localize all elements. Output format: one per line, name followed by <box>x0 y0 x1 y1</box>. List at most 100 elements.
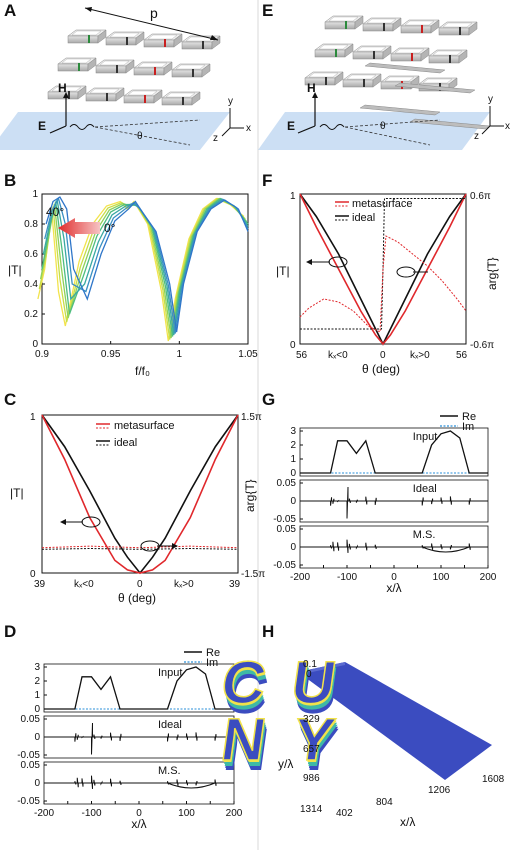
cell-front <box>352 51 384 60</box>
y-tick-0-h: 329 <box>303 714 320 725</box>
x-tick-label: 100 <box>178 808 195 819</box>
y-axis-label-b: |T| <box>8 263 22 277</box>
cuny-letter-layer: C <box>217 648 270 716</box>
x-right-c: 39 <box>229 579 241 590</box>
x-tick-0-h: 402 <box>336 808 353 819</box>
y-tick-2-h: 986 <box>303 773 320 784</box>
subplot-tick-label: -0.05 <box>17 796 40 807</box>
cell-hole <box>328 16 359 22</box>
cell-gap <box>68 91 70 99</box>
subplot-tick-label: 0 <box>290 468 296 479</box>
legend-re: Re <box>462 411 476 423</box>
e-field-label-e: E <box>287 119 295 133</box>
incidence-line <box>94 126 191 146</box>
cell-side <box>125 59 135 74</box>
transmission-curve <box>39 197 248 339</box>
x-mid-c: 0 <box>137 579 143 590</box>
cell-hole <box>137 62 168 68</box>
panel-f: F 1 0 0.6π -0.6π 56 0 56 kₓ<0 kₓ>0 θ (de… <box>262 171 499 376</box>
cell-front <box>57 63 89 72</box>
cuny-letter-layer: N <box>220 715 273 783</box>
unit-cell <box>143 33 183 48</box>
ideal-phase-curve <box>41 548 239 550</box>
cell-front <box>400 25 432 34</box>
y-axis-label-c: |T| <box>10 486 24 500</box>
subplot-tick-label: 0 <box>34 732 40 743</box>
cell-front <box>123 95 155 104</box>
legend-ideal-f: ideal <box>352 212 375 224</box>
ms-bump <box>422 546 470 553</box>
cell-front <box>314 49 346 58</box>
cuny-letter-layer: C <box>219 654 272 722</box>
cell-side <box>458 49 468 64</box>
panel-c: C 1 0 1.5π -1.5π 39 0 39 kₓ<0 kₓ>0 θ (de… <box>4 390 265 605</box>
r-bottom-c: -1.5π <box>241 569 265 580</box>
left-axis-arrowhead-c <box>60 519 66 525</box>
cell-front <box>390 53 422 62</box>
cuny-letter-layer: Y <box>291 713 341 781</box>
cuny-letter-layer: U <box>287 648 340 716</box>
theta-label: θ <box>137 131 143 142</box>
unit-cell-e <box>314 43 354 58</box>
y-top-c: 1 <box>30 412 36 423</box>
cuny-letter-layer: N <box>219 713 272 781</box>
x-tick-label: 200 <box>480 572 497 583</box>
cell-gap <box>192 69 194 77</box>
cuny-letter-layer: Y <box>290 707 340 775</box>
cell-gap <box>182 97 184 105</box>
cuny-surface-base <box>298 662 492 780</box>
panel-label-f: F <box>262 171 272 190</box>
period-label: p <box>150 5 158 21</box>
cell-gap <box>373 51 375 59</box>
r-top-f: 0.6π <box>470 191 491 202</box>
cell-side <box>382 45 392 60</box>
y-tick-label-b: 0.4 <box>24 279 38 290</box>
cell-hole <box>366 18 397 24</box>
unit-cell-e <box>390 47 430 62</box>
subplot-tick-label: 0 <box>34 778 40 789</box>
normal-line-e <box>344 119 441 128</box>
panel-label-c: C <box>4 390 16 409</box>
cell-gap <box>88 35 90 43</box>
panel-label-a: A <box>4 1 16 20</box>
cell-gap <box>411 53 413 61</box>
panel-label-e: E <box>262 1 273 20</box>
metasurface-phase-curve <box>299 235 467 333</box>
cell-hole <box>89 88 120 94</box>
ideal-phase-curve <box>300 198 466 330</box>
x-axis-label-b: f/f₀ <box>135 364 150 378</box>
cell-front <box>133 67 165 76</box>
unit-cell <box>67 29 107 44</box>
cell-hole <box>147 34 178 40</box>
cell-front <box>105 37 137 46</box>
x-left-f: 56 <box>296 350 308 361</box>
cell-hole <box>356 46 387 52</box>
x-left-c: 39 <box>34 579 46 590</box>
cell-hole <box>165 92 196 98</box>
y-tick-label-b: 0 <box>32 339 38 350</box>
cuny-letter-layer: Y <box>292 715 342 783</box>
cell-front <box>143 39 175 48</box>
cell-gap <box>116 65 118 73</box>
unit-cell <box>57 57 97 72</box>
rod-2 <box>359 104 441 116</box>
cuny-letter-layer: N <box>218 707 271 775</box>
curves-c <box>41 414 239 575</box>
e-field-label: E <box>38 119 46 133</box>
unit-cell-e <box>438 21 478 36</box>
h-field-arrowhead <box>63 92 69 98</box>
cuny-letter-layer: N <box>219 711 272 779</box>
subplot-tick-label: 0.05 <box>277 524 297 535</box>
unit-cell <box>47 85 87 100</box>
x-tick-label: -200 <box>290 572 310 583</box>
cell-hole <box>442 22 473 28</box>
cell-gap <box>363 79 365 87</box>
cuny-letter-layer: U <box>288 650 341 718</box>
legend-im: Im <box>462 421 474 433</box>
subplot-tick-label: 0.05 <box>277 478 297 489</box>
cell-hole <box>384 76 415 82</box>
cuny-surface-edge <box>298 662 345 675</box>
